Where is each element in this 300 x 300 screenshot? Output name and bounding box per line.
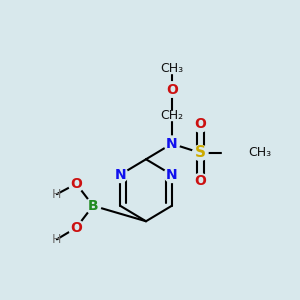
Text: O: O	[194, 174, 206, 188]
Text: B: B	[88, 199, 98, 213]
Text: CH₃: CH₃	[248, 146, 271, 159]
FancyBboxPatch shape	[165, 64, 178, 74]
Circle shape	[193, 117, 208, 132]
Circle shape	[164, 136, 180, 152]
Text: CH₃: CH₃	[160, 62, 183, 75]
Text: H: H	[52, 233, 62, 246]
Text: O: O	[70, 221, 82, 235]
Text: N: N	[114, 168, 126, 182]
Circle shape	[164, 82, 180, 97]
Text: N: N	[166, 168, 178, 182]
Circle shape	[68, 220, 84, 236]
Text: N: N	[166, 137, 178, 151]
Circle shape	[112, 167, 128, 182]
Text: O: O	[166, 82, 178, 97]
Circle shape	[164, 167, 180, 182]
Text: S: S	[195, 145, 206, 160]
FancyBboxPatch shape	[222, 148, 235, 158]
Text: O: O	[70, 177, 82, 191]
Circle shape	[85, 198, 101, 214]
FancyBboxPatch shape	[165, 111, 178, 120]
Text: H: H	[52, 188, 62, 201]
Text: CH₂: CH₂	[160, 109, 183, 122]
Circle shape	[68, 176, 84, 191]
Text: O: O	[194, 117, 206, 131]
Circle shape	[193, 173, 208, 189]
Circle shape	[193, 145, 208, 161]
